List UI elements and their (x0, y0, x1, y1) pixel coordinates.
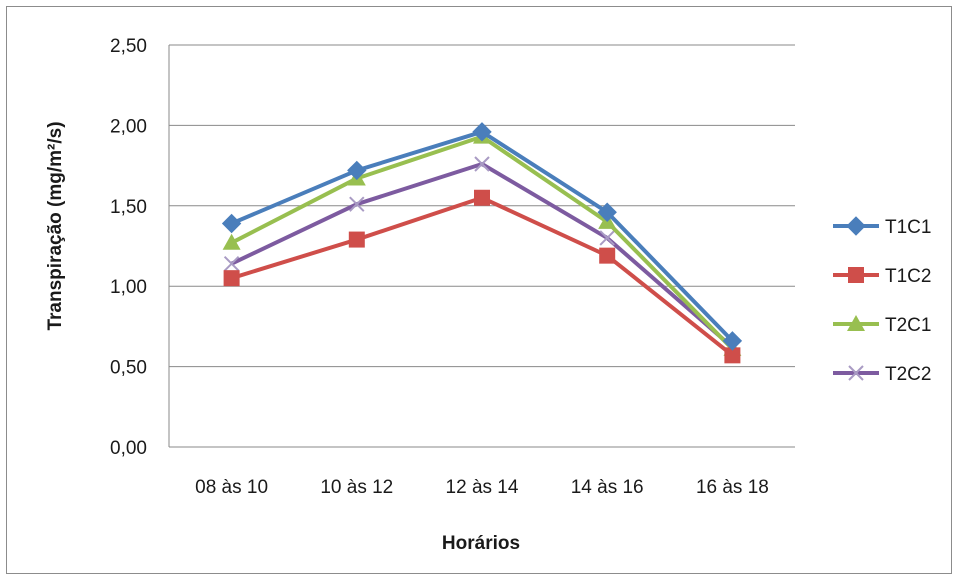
x-tick-label: 10 às 12 (320, 477, 393, 498)
data-point (599, 230, 615, 246)
data-point (597, 202, 617, 222)
series-line (230, 134, 734, 351)
y-tick-label: 2,50 (110, 36, 147, 57)
legend-label: T2C2 (885, 364, 931, 385)
x-axis-title: Horários (442, 533, 520, 554)
data-point (221, 213, 242, 234)
legend-label: T2C1 (885, 315, 931, 336)
legend-item-t1c1: T1C1 (833, 216, 931, 238)
data-point (472, 122, 492, 142)
legend-label: T1C2 (885, 266, 931, 287)
data-point (724, 347, 741, 364)
line-chart: 0,00 0,50 1,00 1,50 2,00 2,50 08 às 10 10 às 1… (45, 36, 931, 554)
series-t2c1 (222, 127, 742, 356)
series-line (231, 195, 734, 357)
data-point (846, 216, 866, 236)
data-point (722, 331, 743, 351)
data-point (348, 231, 365, 248)
series-t1c1 (221, 122, 743, 351)
x-tick-label: 16 às 18 (696, 477, 769, 498)
legend-item-t2c2: T2C2 (833, 364, 931, 385)
legend-label: T1C1 (885, 217, 931, 238)
legend-item-t2c1: T2C1 (833, 315, 931, 336)
y-tick-label: 0,00 (110, 438, 147, 459)
y-tick-label: 0,50 (110, 358, 147, 379)
x-axis-ticks: 08 às 10 10 às 12 12 às 14 14 às 16 16 às 18 (195, 477, 769, 498)
data-point (848, 365, 864, 381)
data-point (222, 233, 241, 250)
data-point (474, 189, 490, 206)
data-point (223, 255, 240, 272)
y-tick-label: 2,00 (110, 116, 147, 137)
x-tick-label: 08 às 10 (195, 477, 268, 498)
x-tick-label: 14 às 16 (571, 477, 644, 498)
legend: T1C1 T1C2 T2C1 T2C2 (833, 216, 931, 385)
legend-item-t1c2: T1C2 (833, 266, 931, 287)
data-point (474, 156, 490, 172)
data-point (599, 247, 616, 264)
y-axis-title: Transpiração (mg/m²/s) (45, 121, 66, 330)
data-point (847, 315, 865, 331)
y-axis-ticks: 0,00 0,50 1,00 1,50 2,00 2,50 (110, 36, 147, 459)
data-point (848, 267, 864, 283)
y-tick-label: 1,50 (110, 197, 147, 218)
x-tick-label: 12 às 14 (446, 477, 519, 498)
chart-area: 0,00 0,50 1,00 1,50 2,00 2,50 08 às 10 10 às 1… (6, 6, 952, 574)
data-point (223, 270, 240, 287)
y-tick-label: 1,00 (110, 277, 147, 298)
series-group (221, 122, 743, 364)
data-point (347, 160, 367, 181)
gridlines (168, 44, 795, 448)
series-t1c2 (223, 189, 741, 364)
data-point (349, 196, 365, 212)
